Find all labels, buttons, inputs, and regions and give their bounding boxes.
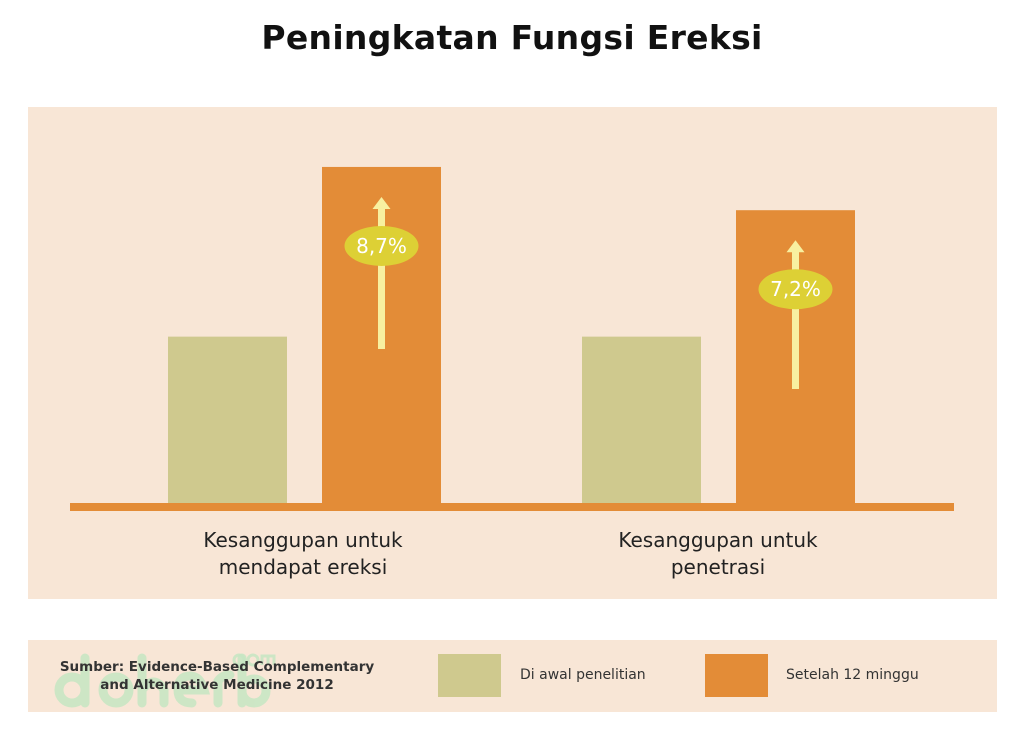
annotation-label-1: 7,2% [770,277,821,301]
category-label-0: Kesanggupan untuk mendapat ereksi [153,527,453,581]
category-label-1-text: Kesanggupan untuk penetrasi [618,528,818,579]
doherba-logo [54,653,276,708]
x-axis-baseline [70,503,954,511]
category-label-0-text: Kesanggupan untuk mendapat ereksi [203,528,403,579]
bar-chart: 8,7% 7,2% [70,166,954,511]
increase-arrow-head-icon-1 [786,240,805,253]
legend-swatch-before [438,654,501,697]
legend: Sumber: Evidence-Based Complementary and… [28,640,997,712]
category-label-1: Kesanggupan untuk penetrasi [568,527,868,581]
chart-panel: 8,7% 7,2% [28,107,997,599]
annotation-label-0: 8,7% [356,234,407,258]
increase-arrow-head-icon-0 [372,196,391,209]
increase-arrow-shaft-0 [378,206,385,349]
legend-label-before: Di awal penelitian [520,667,646,683]
bar-1-0 [582,336,701,503]
annotation-badge-1 [758,269,833,310]
source-note: Sumber: Evidence-Based Complementary and… [59,659,375,693]
chart-title: Peningkatan Fungsi Ereksi [261,18,763,57]
legend-swatch-after [705,654,768,697]
increase-arrow-shaft-1 [792,250,799,389]
annotation-badge-0 [344,225,419,266]
bar-0-0 [168,336,287,503]
legend-label-after: Setelah 12 minggu [786,667,919,683]
